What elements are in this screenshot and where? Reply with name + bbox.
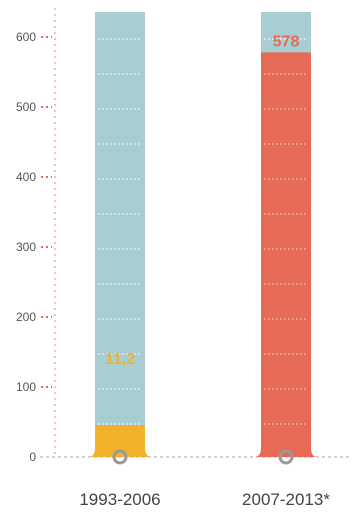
labels: 1993-2006 11,2 2007-2013* 578 bbox=[79, 33, 330, 509]
y-tick-label: 0 bbox=[29, 450, 36, 464]
category-label: 1993-2006 bbox=[79, 490, 160, 509]
y-tick-label: 600 bbox=[16, 30, 36, 44]
y-tick-label: 200 bbox=[16, 310, 36, 324]
base-marker bbox=[112, 449, 128, 465]
base-marker bbox=[278, 449, 294, 465]
y-tick-label: 500 bbox=[16, 100, 36, 114]
bar bbox=[261, 52, 311, 458]
bar-track bbox=[95, 12, 145, 457]
category-label: 2007-2013* bbox=[242, 490, 330, 509]
value-label: 11,2 bbox=[105, 351, 135, 368]
value-label: 578 bbox=[273, 33, 300, 50]
bars bbox=[88, 12, 318, 465]
y-tick-label: 400 bbox=[16, 170, 36, 184]
y-tick-label: 100 bbox=[16, 380, 36, 394]
y-tick-label: 300 bbox=[16, 240, 36, 254]
